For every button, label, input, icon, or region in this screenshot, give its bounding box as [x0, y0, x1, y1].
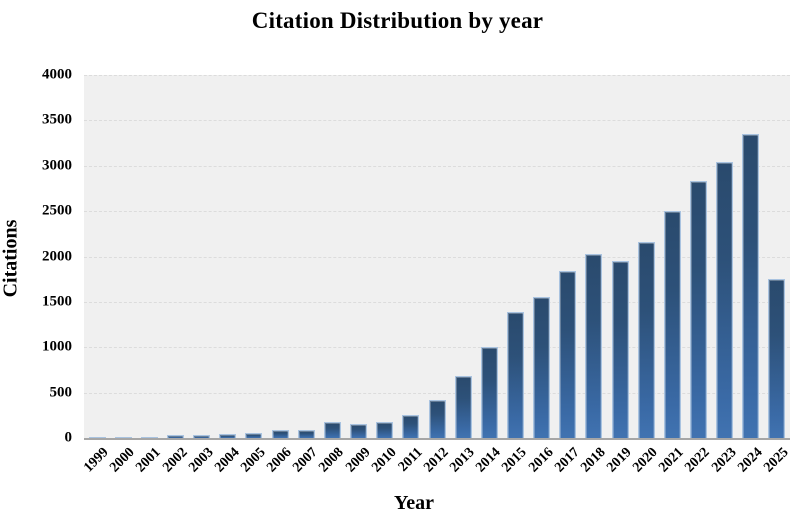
x-tick-label-2000: 2000: [107, 445, 138, 476]
x-tick-label-2023: 2023: [708, 445, 740, 476]
bar-2000: [114, 437, 132, 438]
gridline-3500: [84, 120, 790, 122]
x-tick-label-2020: 2020: [630, 445, 661, 476]
bar-2019: [611, 260, 629, 438]
gridline-3000: [84, 165, 790, 167]
y-tick-label-1500: 1500: [42, 293, 72, 310]
x-tick-label-2025: 2025: [761, 445, 792, 476]
bar-2001: [140, 436, 158, 438]
gridline-1000: [84, 347, 790, 349]
plot-area: [84, 75, 790, 440]
bar-2021: [663, 210, 681, 438]
x-tick-label-2004: 2004: [212, 445, 243, 476]
bar-2025: [768, 278, 786, 438]
chart-title: Citation Distribution by year: [251, 8, 544, 33]
x-tick-label-1999: 1999: [81, 445, 112, 476]
y-tick-label-3500: 3500: [42, 111, 72, 128]
x-tick-label-2014: 2014: [473, 445, 504, 476]
y-axis-tick-labels: 0 500 1000 1500 2000 2500 3000 3500 4000: [0, 67, 73, 446]
y-tick-label-4000: 4000: [42, 66, 72, 83]
bar-2009: [350, 423, 368, 438]
bar-2004: [219, 434, 237, 438]
x-axis-title: Year: [394, 492, 434, 514]
bar-2007: [297, 430, 315, 438]
x-tick-label-2003: 2003: [185, 445, 217, 476]
x-tick-label-2002: 2002: [159, 445, 191, 476]
gridline-2500: [84, 211, 790, 213]
bar-2011: [402, 414, 420, 438]
x-tick-label-2024: 2024: [734, 445, 766, 476]
bar-2010: [376, 422, 394, 438]
bar-2005: [245, 432, 263, 438]
bar-2008: [323, 421, 341, 438]
bar-2020: [637, 242, 655, 438]
bar-2013: [454, 375, 472, 438]
x-tick-label-2005: 2005: [238, 445, 269, 476]
bar-2016: [533, 296, 551, 438]
y-tick-label-2500: 2500: [42, 202, 72, 219]
gridline-500: [84, 392, 790, 394]
bar-2024: [742, 133, 760, 438]
x-tick-label-2022: 2022: [682, 445, 714, 476]
x-tick-label-2018: 2018: [578, 445, 609, 476]
y-tick-label-500: 500: [49, 384, 73, 401]
x-tick-label-2009: 2009: [342, 445, 374, 476]
y-tick-label-3000: 3000: [42, 157, 72, 174]
x-tick-label-2021: 2021: [656, 445, 687, 476]
bar-2022: [689, 180, 707, 438]
x-tick-label-2013: 2013: [447, 445, 478, 476]
x-tick-label-2010: 2010: [368, 445, 400, 476]
x-tick-label-2011: 2011: [395, 445, 426, 475]
x-tick-label-2006: 2006: [264, 445, 295, 476]
bar-2002: [167, 435, 185, 438]
bar-2014: [480, 346, 498, 438]
x-tick-label-2016: 2016: [525, 445, 557, 476]
bar-2017: [559, 271, 577, 438]
bar-2012: [428, 400, 446, 438]
x-tick-label-2017: 2017: [551, 445, 583, 476]
y-tick-label-0: 0: [64, 429, 73, 446]
x-tick-label-2019: 2019: [604, 445, 635, 476]
bar-2003: [193, 435, 211, 438]
bar-2006: [271, 430, 289, 438]
gridline-4000: [84, 75, 790, 76]
x-tick-label-2008: 2008: [316, 445, 348, 476]
y-tick-label-2000: 2000: [42, 248, 72, 264]
x-tick-label-2001: 2001: [133, 445, 164, 476]
gridline-1500: [84, 301, 790, 303]
y-tick-label-1000: 1000: [42, 338, 72, 355]
x-axis-tick-labels: 1999 2000 2001 2002 2003 2004 2005 2006 2007 2008…: [81, 443, 792, 488]
x-tick-label-2015: 2015: [499, 445, 531, 476]
bar-2015: [506, 311, 524, 438]
bar-2023: [716, 162, 734, 438]
x-tick-label-2012: 2012: [421, 445, 452, 476]
bar-2018: [585, 253, 603, 438]
bar-1999: [88, 436, 106, 438]
x-tick-label-2007: 2007: [290, 445, 321, 476]
gridline-2000: [84, 256, 790, 258]
